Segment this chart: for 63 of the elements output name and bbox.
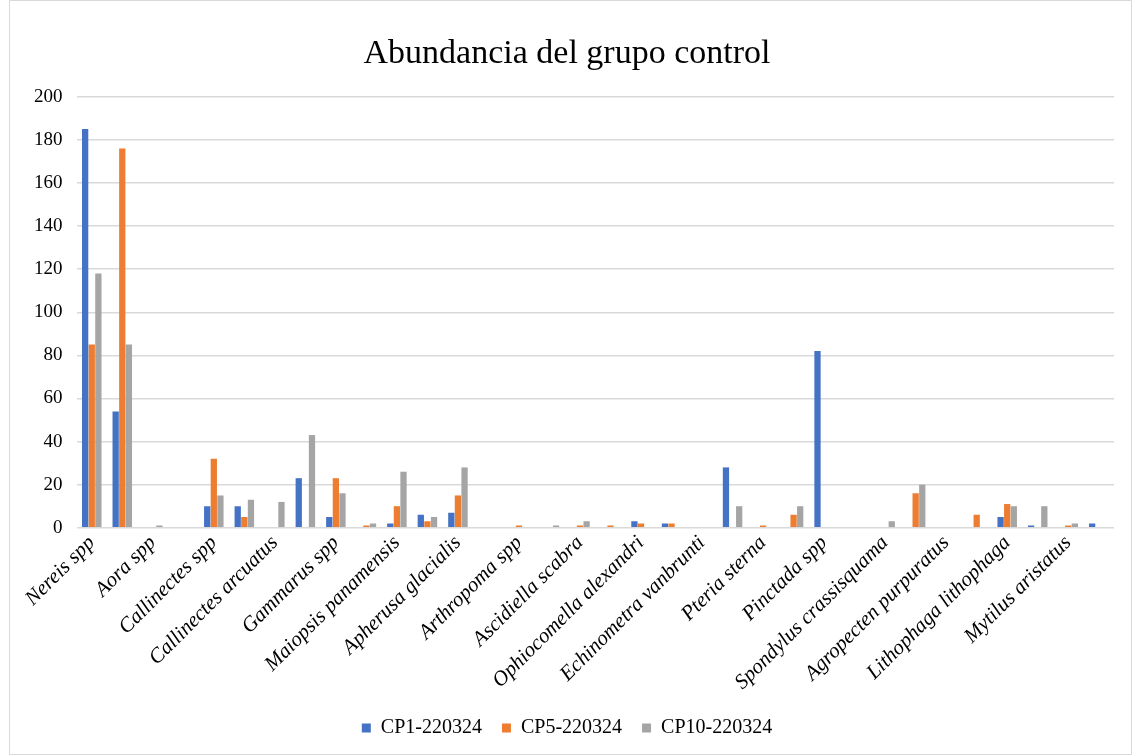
y-tick-label: 80 xyxy=(43,343,63,365)
bar xyxy=(668,523,675,527)
y-tick-label: 140 xyxy=(34,214,63,236)
bar xyxy=(119,148,126,527)
bar xyxy=(234,506,241,527)
bar xyxy=(369,523,377,527)
bar xyxy=(393,506,401,527)
bar xyxy=(424,521,431,527)
bar xyxy=(637,523,645,527)
bar xyxy=(797,506,804,527)
bar xyxy=(326,516,333,527)
bar xyxy=(1010,506,1017,527)
bar xyxy=(448,512,455,527)
bar xyxy=(454,495,462,527)
bar xyxy=(278,501,285,527)
bar xyxy=(631,521,638,527)
y-tick-label: 160 xyxy=(34,170,63,192)
y-tick-label: 20 xyxy=(43,472,63,494)
chart-title: Abundancia del grupo control xyxy=(363,33,771,71)
bar xyxy=(736,506,743,527)
legend-label: CP1-220324 xyxy=(380,715,482,738)
bar xyxy=(332,478,340,527)
bar xyxy=(583,521,590,527)
bar xyxy=(790,514,797,527)
bar xyxy=(661,523,669,527)
bar xyxy=(95,273,102,527)
bar xyxy=(919,484,926,527)
bar xyxy=(125,344,133,527)
bar xyxy=(217,495,224,527)
bar xyxy=(241,516,248,527)
bar xyxy=(1004,504,1011,527)
y-tick-label: 40 xyxy=(43,429,63,451)
bar xyxy=(308,435,316,527)
bar xyxy=(1071,523,1078,527)
bar xyxy=(112,411,119,527)
bar xyxy=(1041,506,1048,527)
legend-label: CP5-220324 xyxy=(520,715,623,738)
bar xyxy=(295,478,302,527)
bar xyxy=(912,493,919,527)
bar xyxy=(1088,523,1096,527)
bar xyxy=(210,458,217,527)
bar xyxy=(973,514,980,527)
bar xyxy=(88,344,95,527)
y-tick-label: 200 xyxy=(34,84,63,106)
bar xyxy=(814,351,821,527)
legend-label: CP10-220324 xyxy=(661,715,773,738)
bar xyxy=(400,471,407,527)
bar xyxy=(888,521,895,527)
bar xyxy=(82,129,89,527)
y-tick-label: 60 xyxy=(43,386,63,408)
bar xyxy=(339,493,346,527)
y-tick-label: 0 xyxy=(53,515,63,537)
bar xyxy=(997,516,1004,527)
bar xyxy=(417,514,424,527)
bar xyxy=(247,499,255,527)
bar xyxy=(722,467,730,527)
y-tick-label: 180 xyxy=(34,127,63,149)
bar xyxy=(430,516,438,527)
y-tick-label: 120 xyxy=(34,257,63,279)
y-tick-label: 100 xyxy=(34,300,63,322)
bar xyxy=(461,467,468,527)
bar xyxy=(387,523,394,527)
bar xyxy=(204,506,211,527)
